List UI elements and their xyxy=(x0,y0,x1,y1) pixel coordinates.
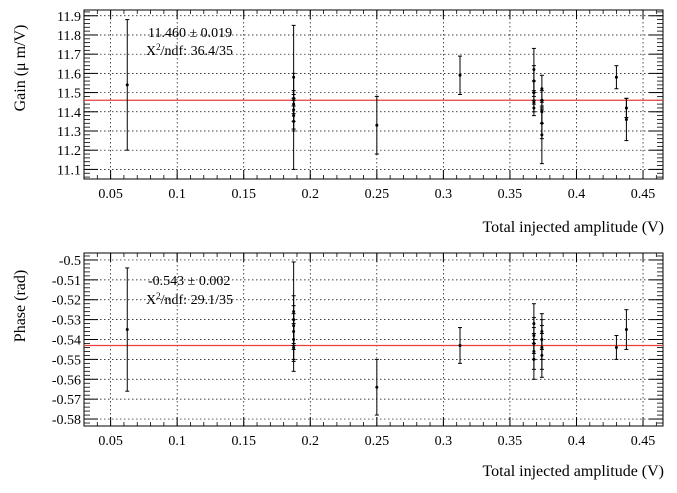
phase-data-point xyxy=(624,309,629,350)
phase-y-tick-label: -0.51 xyxy=(52,274,81,289)
gain-y-tick-label: 11.2 xyxy=(57,144,81,159)
phase-marker xyxy=(292,345,296,349)
phase-y-axis-title: Phase (rad) xyxy=(12,270,29,342)
gain-data-point xyxy=(458,55,463,95)
phase-data-point xyxy=(125,267,130,392)
phase-data-point xyxy=(614,335,619,360)
phase-x-tick-label: 0.1 xyxy=(168,434,186,449)
gain-x-tick-label: 0.3 xyxy=(435,187,453,202)
phase-y-tick-label: -0.55 xyxy=(52,353,81,368)
phase-x-tick-label: 0.2 xyxy=(302,434,320,449)
gain-x-axis-title: Total injected amplitude (V) xyxy=(483,219,664,236)
phase-x-tick-label: 0.45 xyxy=(631,434,656,449)
gain-y-tick-label: 11.1 xyxy=(57,163,81,178)
gain-data-point xyxy=(539,105,544,165)
phase-panel: 0.05 0.1 0.15 0.2 0.25 0.3 0.35 0.4 0.45… xyxy=(12,252,664,480)
gain-y-tick-label: 11.3 xyxy=(57,125,81,140)
gain-x-tick-label: 0.05 xyxy=(98,187,123,202)
phase-y-tick-label: -0.54 xyxy=(52,334,81,349)
phase-chi2-text: X2/ndf: 29.1/35 xyxy=(146,291,233,308)
gain-x-tick-label: 0.35 xyxy=(498,187,523,202)
gain-y-tick-label: 11.8 xyxy=(57,29,81,44)
phase-data-point xyxy=(458,327,463,364)
phase-marker xyxy=(532,357,536,361)
phase-marker xyxy=(624,328,628,332)
gain-x-tick-labels: 0.05 0.1 0.15 0.2 0.25 0.3 0.35 0.4 0.45 xyxy=(98,187,655,202)
gain-minor-ticks xyxy=(83,10,663,179)
gain-y-tick-labels: 11.1 11.2 11.3 11.4 11.5 11.6 11.7 11.8 … xyxy=(57,10,81,179)
gain-grid xyxy=(84,10,663,179)
gain-plot-frame xyxy=(83,9,664,180)
phase-y-tick-label: -0.52 xyxy=(52,294,81,309)
phase-marker xyxy=(540,353,544,357)
gain-x-tick-label: 0.1 xyxy=(168,187,186,202)
gain-y-tick-label: 11.6 xyxy=(57,67,81,82)
phase-y-tick-label: -0.5 xyxy=(59,254,81,269)
gain-y-tick-label: 11.4 xyxy=(57,106,81,121)
gain-marker xyxy=(458,73,462,77)
phase-y-tick-labels: -0.5 -0.51 -0.52 -0.53 -0.54 -0.55 -0.56… xyxy=(52,254,81,428)
gain-y-tick-label: 11.5 xyxy=(57,87,81,102)
phase-chi2-exponent: 2 xyxy=(156,291,161,301)
phase-marker xyxy=(375,385,379,389)
gain-data-point xyxy=(531,99,536,117)
gain-chi2-symbol: X xyxy=(146,44,156,59)
gain-marker xyxy=(540,87,544,91)
phase-grid xyxy=(84,253,663,426)
phase-y-tick-label: -0.53 xyxy=(52,314,81,329)
phase-data-point xyxy=(291,323,296,372)
phase-y-tick-label: -0.56 xyxy=(52,373,81,388)
phase-minor-ticks xyxy=(83,253,663,426)
gain-marker xyxy=(125,83,129,87)
gain-x-tick-label: 0.2 xyxy=(302,187,320,202)
phase-x-tick-label: 0.4 xyxy=(568,434,586,449)
gain-marker xyxy=(624,117,628,121)
gain-data-point xyxy=(291,72,296,170)
gain-data-point xyxy=(374,95,379,155)
gain-chi2-ndf: /ndf: 36.4/35 xyxy=(161,44,233,59)
gain-y-tick-label: 11.7 xyxy=(57,48,81,63)
gain-data-point xyxy=(614,65,619,90)
phase-x-tick-labels: 0.05 0.1 0.15 0.2 0.25 0.3 0.35 0.4 0.45 xyxy=(98,434,655,449)
phase-data-point xyxy=(374,358,379,416)
gain-x-tick-label: 0.15 xyxy=(231,187,256,202)
phase-data-point xyxy=(531,339,536,380)
gain-marker xyxy=(292,119,296,123)
gain-y-tick-label: 11.9 xyxy=(57,10,81,25)
gain-x-tick-label: 0.4 xyxy=(568,187,586,202)
gain-marker xyxy=(614,75,618,79)
gain-marker xyxy=(532,106,536,110)
gain-data-points xyxy=(125,19,629,170)
gain-marker xyxy=(540,133,544,137)
gain-y-axis-title: Gain (μ m/V) xyxy=(12,25,29,112)
gain-chi2-exponent: 2 xyxy=(156,42,161,52)
gain-marker xyxy=(375,123,379,127)
phase-data-point xyxy=(539,333,544,378)
phase-y-tick-label: -0.57 xyxy=(52,393,81,408)
gain-x-tick-label: 0.25 xyxy=(365,187,390,202)
phase-x-tick-label: 0.35 xyxy=(498,434,523,449)
gain-data-point xyxy=(624,97,629,142)
gain-data-point xyxy=(125,19,130,151)
phase-chi2-symbol: X xyxy=(146,293,156,308)
gain-fit-result: 11.460 ± 0.019 xyxy=(148,26,232,41)
gain-panel: 0.05 0.1 0.15 0.2 0.25 0.3 0.35 0.4 0.45… xyxy=(12,9,664,236)
phase-marker xyxy=(458,343,462,347)
phase-x-tick-label: 0.15 xyxy=(231,434,256,449)
phase-data-points xyxy=(125,261,629,416)
phase-fit-result: -0.543 ± 0.002 xyxy=(148,274,230,289)
phase-x-tick-label: 0.3 xyxy=(435,434,453,449)
phase-y-tick-label: -0.58 xyxy=(52,413,81,428)
phase-marker xyxy=(125,328,129,332)
phase-x-tick-label: 0.25 xyxy=(365,434,390,449)
gain-chi2-text: X2/ndf: 36.4/35 xyxy=(146,42,233,59)
phase-marker xyxy=(614,345,618,349)
phase-chi2-ndf: /ndf: 29.1/35 xyxy=(161,293,233,308)
gain-x-tick-label: 0.45 xyxy=(631,187,656,202)
phase-x-axis-title: Total injected amplitude (V) xyxy=(483,463,664,480)
phase-x-tick-label: 0.05 xyxy=(98,434,123,449)
